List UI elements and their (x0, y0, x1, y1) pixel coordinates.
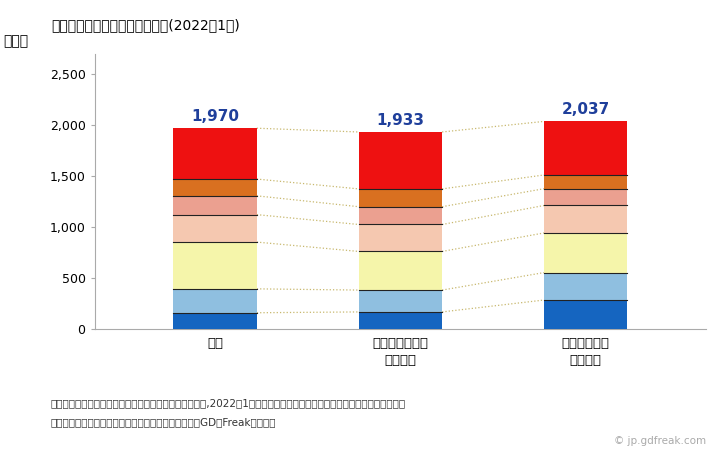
Bar (359, 290, 442, 312)
Bar (359, 252, 442, 290)
Bar (544, 233, 628, 273)
Bar (544, 206, 628, 233)
Text: 出所：実績値は「介護事業状況報告月報」（厚生労働省,2022年1月）。推計値は「全国又は都道府県の男女・年齢階層別: 出所：実績値は「介護事業状況報告月報」（厚生労働省,2022年1月）。推計値は「… (51, 398, 406, 408)
Bar (544, 189, 628, 206)
Bar (173, 313, 257, 328)
Text: 要介護度別平均認定率を当域内人口構成に当てはめてGD　Freakが算出。: 要介護度別平均認定率を当域内人口構成に当てはめてGD Freakが算出。 (51, 418, 277, 428)
Bar (544, 122, 628, 175)
Text: 2,037: 2,037 (561, 102, 610, 117)
Text: 平川市の要介護（要支援）者数(2022年1月): 平川市の要介護（要支援）者数(2022年1月) (51, 18, 240, 32)
Bar (173, 242, 257, 289)
Bar (544, 300, 628, 328)
Bar (173, 289, 257, 313)
Bar (359, 312, 442, 328)
Bar (359, 189, 442, 207)
Bar (544, 175, 628, 189)
Text: ［人］: ［人］ (3, 35, 28, 49)
Bar (359, 225, 442, 252)
Bar (173, 215, 257, 242)
Bar (173, 128, 257, 179)
Bar (359, 132, 442, 189)
Bar (544, 273, 628, 300)
Text: © jp.gdfreak.com: © jp.gdfreak.com (614, 436, 706, 446)
Text: 1,933: 1,933 (376, 113, 424, 128)
Text: 1,970: 1,970 (191, 109, 239, 124)
Bar (359, 207, 442, 225)
Bar (173, 196, 257, 215)
Bar (173, 179, 257, 196)
